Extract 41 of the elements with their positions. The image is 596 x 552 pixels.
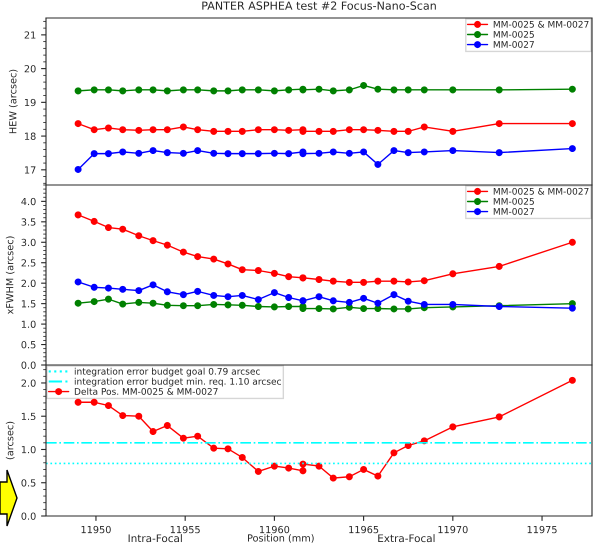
y-axis-title: xFWHM (arcsec)	[6, 236, 15, 314]
legend-label: MM-0025 & MM-0027	[494, 20, 589, 28]
legend-label: integration error budget goal 0.79 arcsec	[74, 368, 260, 376]
legend-label: MM-0027	[494, 41, 534, 48]
y-tick-label: 0.5	[21, 479, 36, 487]
y-tick-label: 1.5	[22, 412, 36, 420]
y-tick-label: 17	[24, 166, 36, 174]
y-tick-label: 1.5	[22, 300, 36, 308]
y-tick-label: 2.5	[22, 259, 36, 267]
y-tick-label: 4.0	[21, 198, 36, 206]
y-tick-label: 3.5	[22, 218, 36, 226]
y-tick-label: 0.0	[21, 361, 36, 369]
y-tick-label: 2.0	[22, 280, 36, 288]
y-axis-title: HEW (arcsec)	[8, 70, 18, 134]
x-tick-label: 11950	[82, 526, 111, 534]
legend-label: MM-0025 & MM-0027	[494, 188, 589, 195]
y-tick-label: 18	[24, 132, 36, 140]
text: Extra-Focal	[378, 534, 435, 542]
x-tick-label: 11970	[438, 526, 468, 534]
y-tick-label: 19	[24, 98, 36, 106]
legend-label: MM-0025	[494, 198, 534, 205]
y-tick-label: 0.5	[21, 341, 36, 348]
legend-label: MM-0027	[494, 208, 534, 215]
x-axis-title: Position (mm)	[248, 534, 314, 543]
x-tick-label: 11975	[528, 526, 557, 534]
x-tick-label: 11960	[260, 526, 290, 534]
y-tick-label: 3.0	[22, 238, 36, 246]
x-tick-label: 11955	[170, 526, 200, 534]
y-tick-label: 1.0	[22, 320, 36, 328]
y-tick-label: 0.0	[21, 512, 36, 520]
legend-label: Delta Pos. MM-0025 & MM-0027	[74, 388, 218, 395]
legend-label: integration error budget min. req. 1.10 arcsec	[74, 378, 281, 387]
y-axis-title: (arcsec)	[6, 422, 15, 460]
y-tick-label: 21	[24, 31, 36, 39]
chart-title: PANTER ASPHEA test #2 Focus-Nano-Scan	[202, 1, 436, 10]
y-tick-label: 20	[24, 65, 36, 72]
legend-label: MM-0025	[494, 30, 534, 38]
y-tick-label: 1.0	[22, 446, 36, 454]
x-tick-label: 11965	[349, 526, 378, 534]
y-tick-label: 2.0	[22, 379, 36, 387]
text: Intra-Focal	[128, 534, 182, 542]
